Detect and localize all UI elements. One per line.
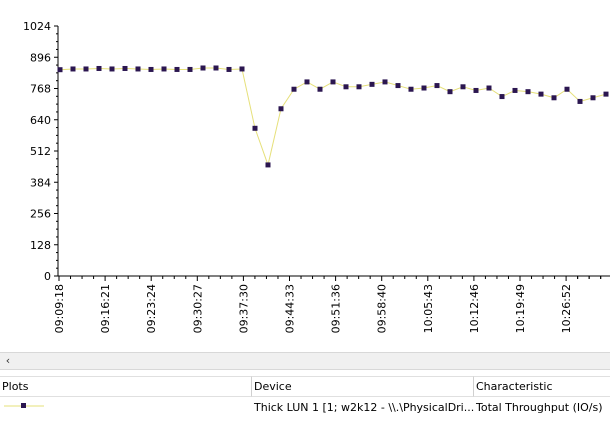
x-tick-label: 09:16:21 (99, 284, 112, 333)
data-point (395, 83, 401, 89)
data-point (122, 65, 128, 71)
horizontal-scrollbar[interactable]: ‹ (0, 352, 610, 370)
data-point (538, 91, 544, 97)
y-tick-label: 896 (30, 51, 51, 64)
data-point (330, 79, 336, 85)
x-tick-label: 10:12:46 (468, 284, 481, 333)
y-tick-label: 640 (30, 114, 51, 127)
data-point (96, 65, 102, 71)
data-point (213, 65, 219, 71)
data-point (239, 66, 245, 72)
data-point (200, 65, 206, 71)
y-tick-label: 0 (44, 270, 51, 283)
data-point (161, 66, 167, 72)
data-point (291, 86, 297, 92)
x-tick-label: 09:37:30 (237, 284, 250, 333)
data-point (486, 85, 492, 91)
data-point (382, 79, 388, 85)
data-point (447, 89, 453, 95)
column-header-device[interactable]: Device (252, 376, 474, 397)
data-point (551, 95, 557, 101)
x-tick-label: 09:09:18 (53, 284, 66, 333)
x-tick-label: 10:26:52 (560, 284, 573, 333)
data-point (265, 162, 271, 168)
y-tick-label: 512 (30, 145, 51, 158)
y-tick-label: 384 (30, 176, 51, 189)
data-point (525, 89, 531, 95)
scroll-track[interactable] (16, 353, 610, 369)
data-point (343, 84, 349, 90)
data-point (304, 79, 310, 85)
data-point (421, 85, 427, 91)
data-point (317, 86, 323, 92)
data-point (603, 91, 609, 97)
data-point (83, 66, 89, 72)
y-tick-label: 128 (30, 239, 51, 252)
column-header-characteristic-label: Characteristic (476, 380, 553, 393)
column-header-plots[interactable]: Plots (0, 376, 252, 397)
data-point (226, 66, 232, 72)
data-point (564, 86, 570, 92)
data-point (369, 81, 375, 87)
chart-area: 0 128 256 384 512 640 768 896 1024 09:09:18 09:16:… (23, 20, 610, 333)
x-tick-label: 09:58:40 (376, 284, 389, 333)
data-point (109, 66, 115, 72)
throughput-chart: 0 128 256 384 512 640 768 896 1024 09:09:18 09:16:… (23, 20, 610, 333)
data-point (408, 86, 414, 92)
x-tick-label: 09:30:27 (191, 284, 204, 333)
x-tick-label: 10:19:49 (514, 284, 527, 333)
column-header-characteristic[interactable]: Characteristic (474, 376, 610, 397)
data-point (57, 67, 63, 73)
data-point (148, 66, 154, 72)
data-point (174, 66, 180, 72)
column-header-device-label: Device (254, 380, 292, 393)
column-header-plots-label: Plots (2, 380, 29, 393)
plot-swatch-marker (21, 403, 26, 408)
data-point (434, 83, 440, 89)
data-point (70, 66, 76, 72)
data-point (187, 66, 193, 72)
legend-grid: Plots Device Characteristic Thick LUN 1 … (0, 370, 610, 428)
legend-row-device[interactable]: Thick LUN 1 [1; w2k12 - \\.\PhysicalDri.… (254, 400, 475, 414)
x-tick-label: 09:51:36 (330, 284, 343, 333)
y-tick-label: 256 (30, 208, 51, 221)
data-point (499, 94, 505, 100)
data-point (577, 98, 583, 104)
data-point (590, 95, 596, 101)
y-tick-label: 1024 (23, 20, 51, 33)
data-point (460, 84, 466, 90)
legend-row-characteristic[interactable]: Total Throughput (IO/s) (476, 400, 603, 414)
x-tick-label: 09:23:24 (145, 284, 158, 333)
data-point (356, 84, 362, 90)
plot-swatch-icon[interactable] (4, 400, 44, 412)
data-point (252, 125, 258, 131)
data-point (135, 66, 141, 72)
data-point (278, 106, 284, 112)
data-point (512, 87, 518, 93)
data-point (473, 87, 479, 93)
y-tick-label: 768 (30, 83, 51, 96)
x-tick-label: 09:44:33 (284, 284, 297, 333)
scroll-left-icon[interactable]: ‹ (0, 353, 16, 369)
x-tick-label: 10:05:43 (422, 284, 435, 333)
